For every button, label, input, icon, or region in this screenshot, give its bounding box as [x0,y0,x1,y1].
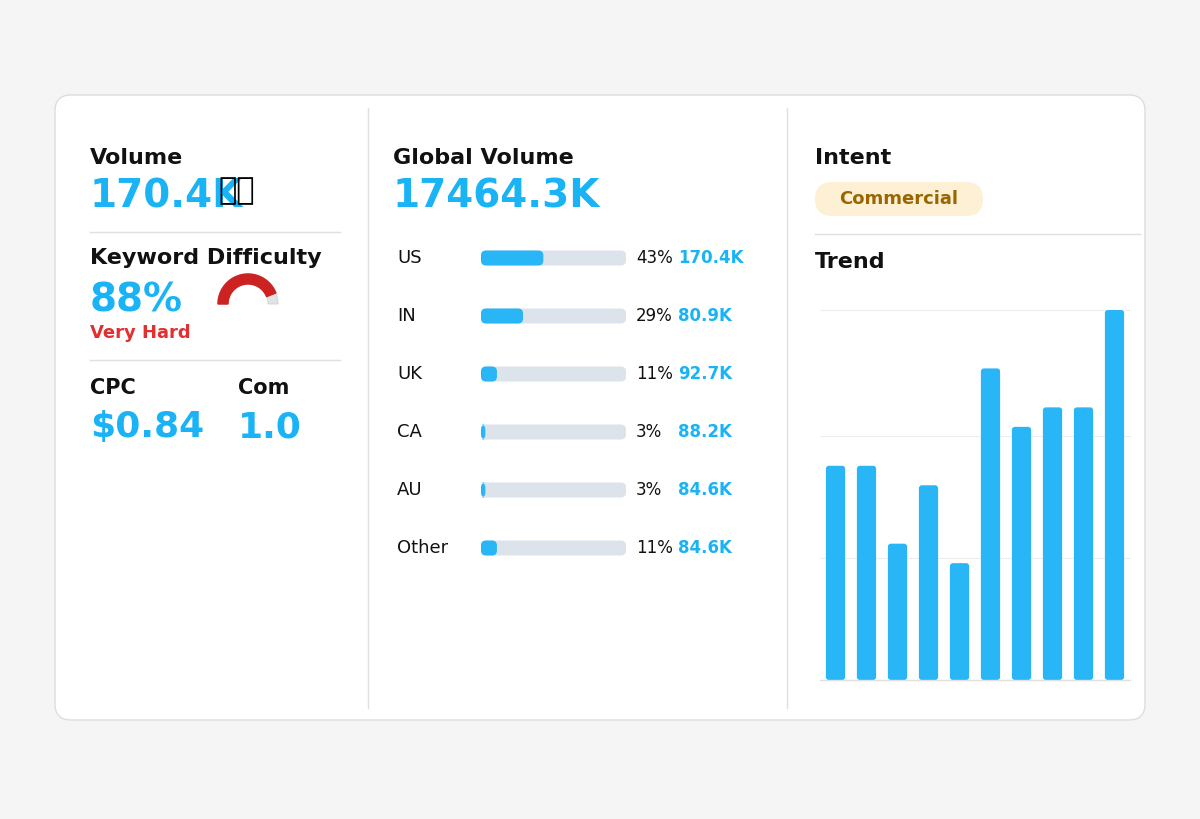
FancyBboxPatch shape [888,544,907,680]
Text: 84.6K: 84.6K [678,481,732,499]
Text: Global Volume: Global Volume [394,148,574,168]
FancyBboxPatch shape [1074,407,1093,680]
FancyBboxPatch shape [481,251,626,265]
Text: UK: UK [397,365,422,383]
Text: Com: Com [238,378,289,398]
Text: $0.84: $0.84 [90,410,204,444]
Text: 🇺🇸: 🇺🇸 [218,176,254,205]
Text: 17464.3K: 17464.3K [394,178,600,216]
Text: CA: CA [397,423,422,441]
Text: Trend: Trend [815,252,886,272]
FancyBboxPatch shape [481,541,626,555]
Text: 88.2K: 88.2K [678,423,732,441]
Text: 170.4K: 170.4K [90,178,244,216]
Text: 3%: 3% [636,481,662,499]
FancyBboxPatch shape [919,486,938,680]
FancyBboxPatch shape [481,366,497,382]
FancyBboxPatch shape [950,563,970,680]
FancyBboxPatch shape [481,482,626,497]
FancyBboxPatch shape [1012,427,1031,680]
FancyBboxPatch shape [480,424,486,440]
Text: 88%: 88% [90,282,182,320]
FancyBboxPatch shape [481,251,544,265]
Text: Intent: Intent [815,148,892,168]
Text: 170.4K: 170.4K [678,249,744,267]
FancyBboxPatch shape [980,369,1000,680]
Text: 43%: 43% [636,249,673,267]
FancyBboxPatch shape [815,182,983,216]
Text: Commercial: Commercial [840,190,959,208]
Text: 1.0: 1.0 [238,410,302,444]
Text: 3%: 3% [636,423,662,441]
FancyBboxPatch shape [826,466,845,680]
Polygon shape [218,274,278,304]
Text: 84.6K: 84.6K [678,539,732,557]
Text: 80.9K: 80.9K [678,307,732,325]
FancyBboxPatch shape [857,466,876,680]
FancyBboxPatch shape [55,95,1145,720]
Text: 92.7K: 92.7K [678,365,732,383]
Text: Very Hard: Very Hard [90,324,191,342]
Text: 11%: 11% [636,539,673,557]
FancyBboxPatch shape [1043,407,1062,680]
FancyBboxPatch shape [481,309,626,324]
FancyBboxPatch shape [481,309,523,324]
Text: Other: Other [397,539,448,557]
FancyBboxPatch shape [481,541,497,555]
Text: Volume: Volume [90,148,184,168]
Text: 11%: 11% [636,365,673,383]
Text: Keyword Difficulty: Keyword Difficulty [90,248,322,268]
Polygon shape [218,274,276,304]
FancyBboxPatch shape [481,366,626,382]
FancyBboxPatch shape [481,424,626,440]
FancyBboxPatch shape [1105,310,1124,680]
Text: US: US [397,249,421,267]
Text: CPC: CPC [90,378,136,398]
Text: AU: AU [397,481,422,499]
Text: 29%: 29% [636,307,673,325]
Text: IN: IN [397,307,415,325]
FancyBboxPatch shape [480,482,486,497]
